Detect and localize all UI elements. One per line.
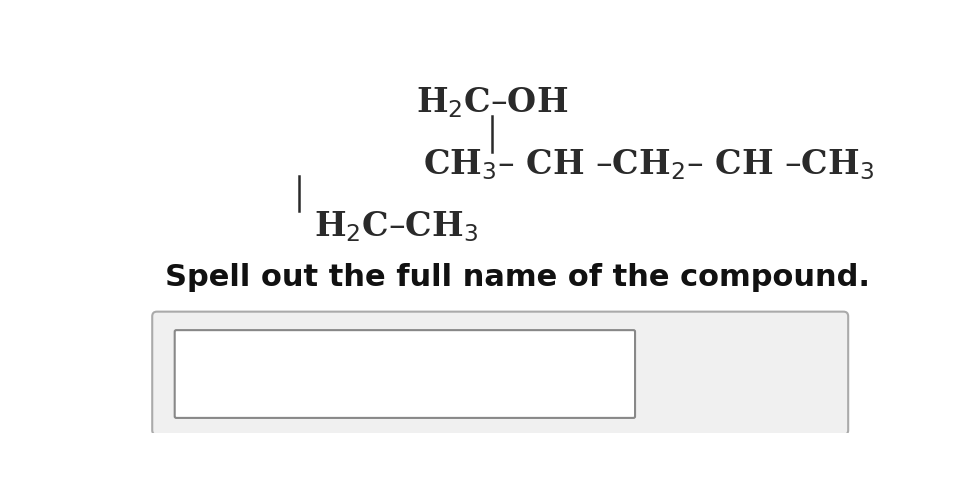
Text: H$_2$C–CH$_3$: H$_2$C–CH$_3$ [314,209,478,243]
Text: Spell out the full name of the compound.: Spell out the full name of the compound. [165,263,870,292]
FancyBboxPatch shape [152,312,848,435]
FancyBboxPatch shape [175,330,635,418]
Text: H$_2$C–OH: H$_2$C–OH [417,86,568,121]
Text: CH$_3$– CH –CH$_2$– CH –CH$_3$: CH$_3$– CH –CH$_2$– CH –CH$_3$ [423,147,874,182]
